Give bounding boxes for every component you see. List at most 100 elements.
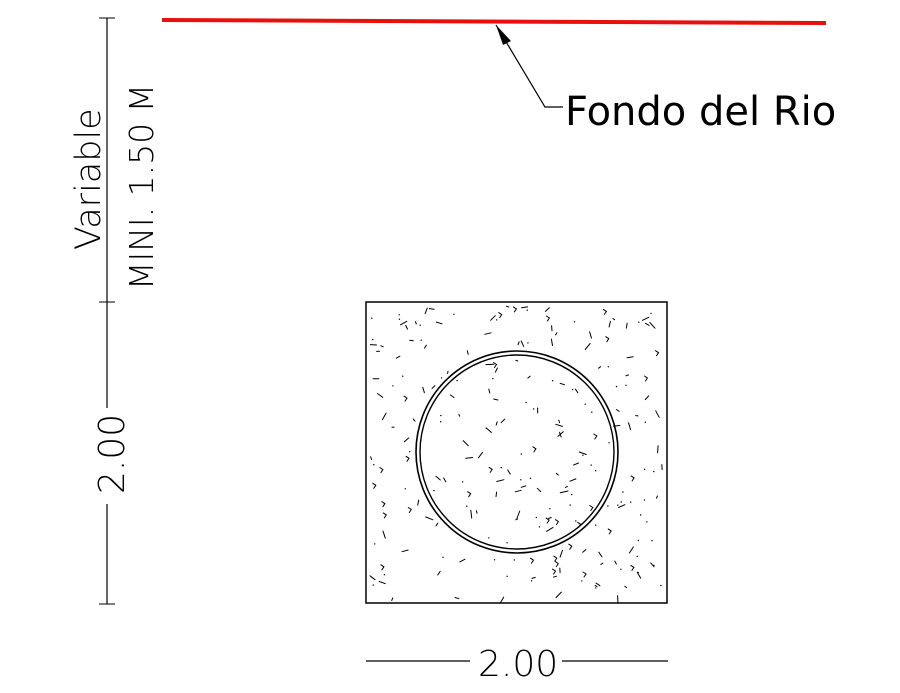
aggregate-chip xyxy=(467,491,472,498)
aggregate-mark xyxy=(559,549,563,558)
aggregate-mark xyxy=(458,413,461,417)
aggregate-dot xyxy=(637,571,639,574)
aggregate-chip xyxy=(582,571,587,578)
aggregate-mark xyxy=(382,530,386,539)
aggregate-mark xyxy=(437,570,441,576)
aggregate-mark xyxy=(557,431,564,437)
aggregate-mark xyxy=(435,522,439,527)
aggregate-dot xyxy=(500,466,502,469)
aggregate-dot xyxy=(442,556,444,558)
aggregate-mark xyxy=(395,355,401,359)
aggregate-dot xyxy=(392,385,394,387)
aggregate-mark xyxy=(412,418,416,422)
aggregate-mark xyxy=(555,591,562,599)
aggregate-dot xyxy=(506,575,508,577)
aggregate-dot xyxy=(575,520,577,522)
aggregate-mark xyxy=(626,356,634,359)
height-dimension-value: 2.00 xyxy=(92,414,133,494)
aggregate-mark xyxy=(405,324,408,330)
aggregate-mark xyxy=(484,332,492,335)
aggregate-dot xyxy=(584,403,586,405)
aggregate-dot xyxy=(591,411,593,413)
aggregate-dot xyxy=(615,385,618,388)
aggregate-mark xyxy=(409,339,414,342)
aggregate-dot xyxy=(644,421,646,423)
aggregate-mark xyxy=(494,367,498,373)
aggregate-mark xyxy=(431,385,436,389)
aggregate-dot xyxy=(535,516,537,519)
aggregate-dot xyxy=(638,321,640,323)
aggregate-mark xyxy=(594,584,598,588)
aggregate-dot xyxy=(520,453,522,455)
aggregate-mark xyxy=(475,510,478,514)
aggregate-mark xyxy=(500,418,506,424)
aggregate-mark xyxy=(488,388,491,394)
aggregate-mark xyxy=(655,410,660,418)
aggregate-dot xyxy=(372,338,374,341)
aggregate-chip xyxy=(545,315,551,322)
aggregate-dot xyxy=(492,378,494,380)
aggregate-dot xyxy=(506,542,508,544)
aggregate-chip xyxy=(554,519,560,526)
aggregate-dot xyxy=(530,580,533,582)
aggregate-mark xyxy=(422,386,425,394)
aggregate-mark xyxy=(546,526,554,532)
aggregate-dot xyxy=(462,481,464,483)
aggregate-mark xyxy=(496,479,505,482)
aggregate-chip xyxy=(553,555,558,562)
aggregate-chip xyxy=(607,528,612,535)
aggregate-mark xyxy=(380,345,384,348)
aggregate-dot xyxy=(526,309,528,311)
aggregate-dot xyxy=(440,377,443,379)
aggregate-mark xyxy=(435,475,441,481)
aggregate-dot xyxy=(650,312,652,315)
aggregate-mark xyxy=(506,305,510,308)
width-dimension-value: 2.00 xyxy=(478,644,558,685)
aggregate-chip xyxy=(498,312,503,319)
aggregate-dot xyxy=(525,401,527,404)
aggregate-dot xyxy=(551,380,554,382)
aggregate-mark xyxy=(515,359,519,362)
aggregate-mark xyxy=(378,581,386,585)
aggregate-mark xyxy=(589,331,592,339)
aggregate-dot xyxy=(529,477,532,479)
aggregate-dot xyxy=(420,339,422,341)
aggregate-mark xyxy=(569,478,577,482)
aggregate-dot xyxy=(398,314,400,316)
aggregate-mark xyxy=(625,374,629,377)
aggregate-mark xyxy=(559,431,562,438)
aggregate-mark xyxy=(381,412,387,421)
aggregate-mark xyxy=(644,395,650,401)
aggregate-dot xyxy=(488,537,490,539)
aggregate-mark xyxy=(401,549,409,553)
aggregate-mark xyxy=(521,306,529,309)
aggregate-chip xyxy=(488,466,493,473)
aggregate-mark xyxy=(573,462,579,466)
aggregate-mark xyxy=(595,582,601,587)
aggregate-chip xyxy=(532,446,537,453)
aggregate-mark xyxy=(550,338,553,346)
aggregate-mark xyxy=(515,518,519,521)
aggregate-dot xyxy=(453,313,455,315)
depth-label-minimum: MINI. 1.50 M xyxy=(122,84,161,290)
river-bottom-label: Fondo del Rio xyxy=(565,89,836,135)
aggregate-dot xyxy=(595,524,597,526)
aggregate-mark xyxy=(370,456,373,460)
aggregate-dot xyxy=(620,568,622,570)
aggregate-dot xyxy=(440,414,442,417)
aggregate-dot xyxy=(643,468,646,470)
aggregate-dot xyxy=(456,379,458,382)
aggregate-mark xyxy=(598,551,603,558)
aggregate-dot xyxy=(630,501,632,503)
aggregate-mark xyxy=(559,490,569,494)
aggregate-mark xyxy=(428,308,435,310)
aggregate-mark xyxy=(527,375,531,379)
aggregate-dot xyxy=(582,454,584,456)
aggregate-mark xyxy=(425,516,434,521)
aggregate-mark xyxy=(520,485,527,488)
aggregate-mark xyxy=(391,597,394,601)
aggregate-mark xyxy=(625,322,628,329)
leader-arrowhead-icon xyxy=(496,25,511,45)
aggregate-dot xyxy=(533,408,535,410)
